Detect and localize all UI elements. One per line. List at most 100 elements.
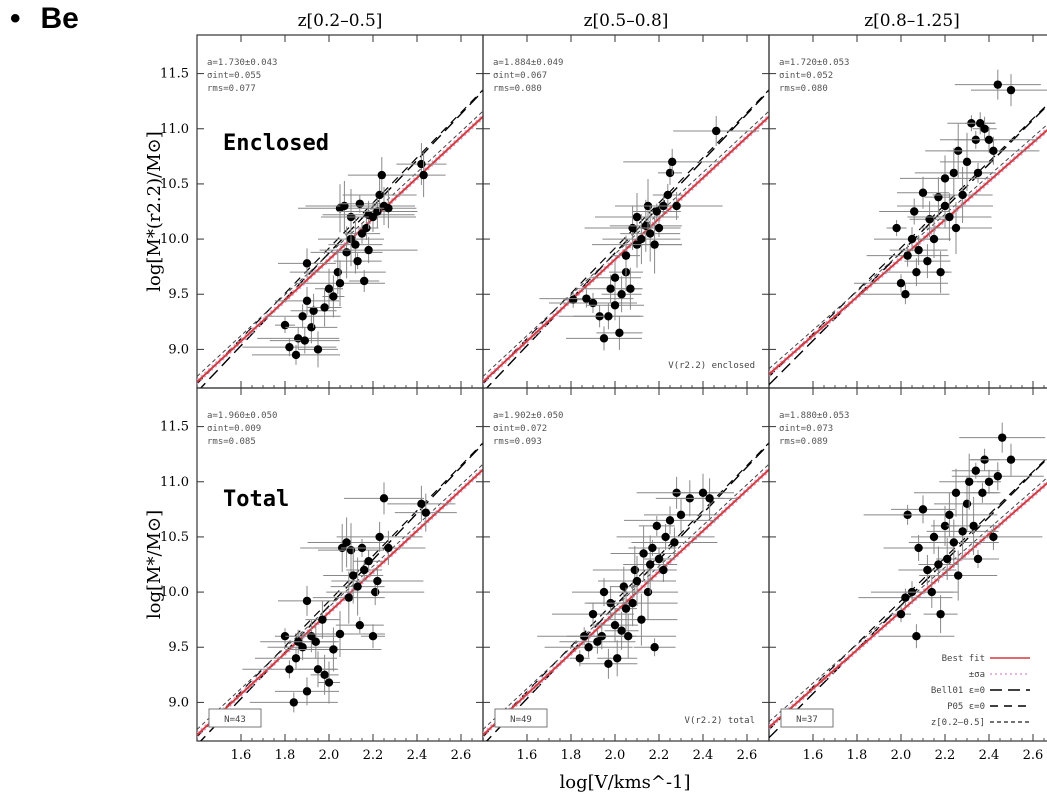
data-point <box>993 472 1002 481</box>
data-point <box>980 124 989 133</box>
data-point <box>945 212 954 222</box>
data-point <box>285 665 294 674</box>
count-box <box>494 708 548 728</box>
data-point <box>313 345 323 354</box>
data-point <box>313 665 323 674</box>
data-point <box>646 229 655 238</box>
data-point <box>617 626 626 635</box>
data-point <box>661 532 670 542</box>
data-point <box>302 687 312 696</box>
z-low-fit-line <box>483 110 769 377</box>
column-title: z[0.5–0.8] <box>584 11 669 31</box>
data-point <box>606 284 615 293</box>
y-tick-label: 11.0 <box>160 475 189 490</box>
data-point <box>665 516 675 525</box>
p05-line <box>197 89 483 385</box>
p05-line <box>197 442 483 738</box>
data-point <box>280 632 290 641</box>
data-point <box>285 342 294 352</box>
data-point <box>934 192 943 202</box>
data-point <box>672 201 681 211</box>
p05-line <box>483 89 769 385</box>
count-label: N=37 <box>796 715 818 725</box>
data-point <box>929 234 939 244</box>
data-point <box>632 576 642 586</box>
data-point <box>291 350 301 360</box>
data-point <box>637 234 646 244</box>
data-point <box>615 328 624 338</box>
data-point <box>613 654 622 663</box>
data-point <box>311 637 320 646</box>
data-point <box>379 494 389 503</box>
data-point <box>335 279 345 288</box>
x-tick-label: 2.2 <box>935 748 956 763</box>
count-box <box>780 708 834 728</box>
z-low-fit-line <box>197 463 483 730</box>
data-point <box>1006 455 1016 464</box>
z-low-fit-line <box>197 110 483 377</box>
x-tick-label: 1.8 <box>847 748 868 763</box>
panel-r0-c1: a=1.884±0.049 σint=0.067 rms=0.080 V(r2.2) … <box>482 34 770 389</box>
data-point <box>617 290 626 299</box>
data-point <box>973 554 983 564</box>
count-box <box>208 708 262 728</box>
data-point <box>604 312 613 321</box>
data-point <box>962 499 972 509</box>
data-point <box>624 632 633 641</box>
data-point <box>958 190 967 200</box>
data-point <box>604 659 613 668</box>
data-point <box>377 170 386 180</box>
data-point <box>670 538 679 547</box>
bell01-line <box>769 457 1047 739</box>
data-point <box>584 643 593 652</box>
data-point <box>958 527 967 536</box>
data-point <box>628 223 637 233</box>
data-point <box>654 554 664 564</box>
data-point <box>621 604 631 613</box>
data-point <box>901 290 910 299</box>
data-point <box>349 571 358 580</box>
data-point <box>668 157 677 167</box>
x-tick-label: 1.6 <box>517 748 538 763</box>
data-point <box>599 334 609 343</box>
data-point <box>705 494 714 503</box>
data-point <box>712 126 721 136</box>
data-point <box>984 135 994 144</box>
y-tick-label: 10.5 <box>160 177 189 192</box>
data-point <box>368 632 378 641</box>
data-point <box>417 159 426 169</box>
data-point <box>918 188 928 197</box>
data-point <box>940 521 950 531</box>
data-point <box>923 256 932 266</box>
data-point <box>610 273 620 282</box>
x-tick-label: 2.2 <box>649 748 670 763</box>
data-point <box>346 545 356 555</box>
best-fit-line <box>197 115 483 383</box>
data-point <box>998 433 1007 442</box>
panel-r1-c2: 1.6 1.8 2.0 2.2 2.4 2.6 a=1.880±0.053 σint=0.07… <box>768 387 1047 763</box>
x-tick-label: 2.6 <box>737 748 758 763</box>
fit-stat-text: σint=0.052 <box>779 71 833 81</box>
data-point <box>362 223 371 233</box>
data-point <box>626 284 635 293</box>
data-point <box>643 587 653 597</box>
y-tick-label: 11.5 <box>160 67 189 82</box>
x-tick-label: 2.2 <box>363 748 384 763</box>
y-tick-label: 11.5 <box>160 420 189 435</box>
data-point <box>989 146 998 156</box>
column-title: z[0.2–0.5] <box>298 11 383 31</box>
data-point <box>923 565 932 575</box>
x-tick-label: 1.8 <box>561 748 582 763</box>
sigma-a-line-lower <box>197 471 483 738</box>
fit-stat-text: rms=0.077 <box>207 84 256 94</box>
data-point <box>896 609 906 619</box>
data-point <box>324 678 334 687</box>
data-point <box>419 170 428 180</box>
data-point <box>984 477 994 486</box>
fit-stat-text: a=1.880±0.053 <box>779 411 849 421</box>
data-point <box>302 296 312 306</box>
data-point <box>569 295 578 304</box>
y-tick-label: 9.5 <box>168 640 189 655</box>
x-tick-label: 1.8 <box>275 748 296 763</box>
